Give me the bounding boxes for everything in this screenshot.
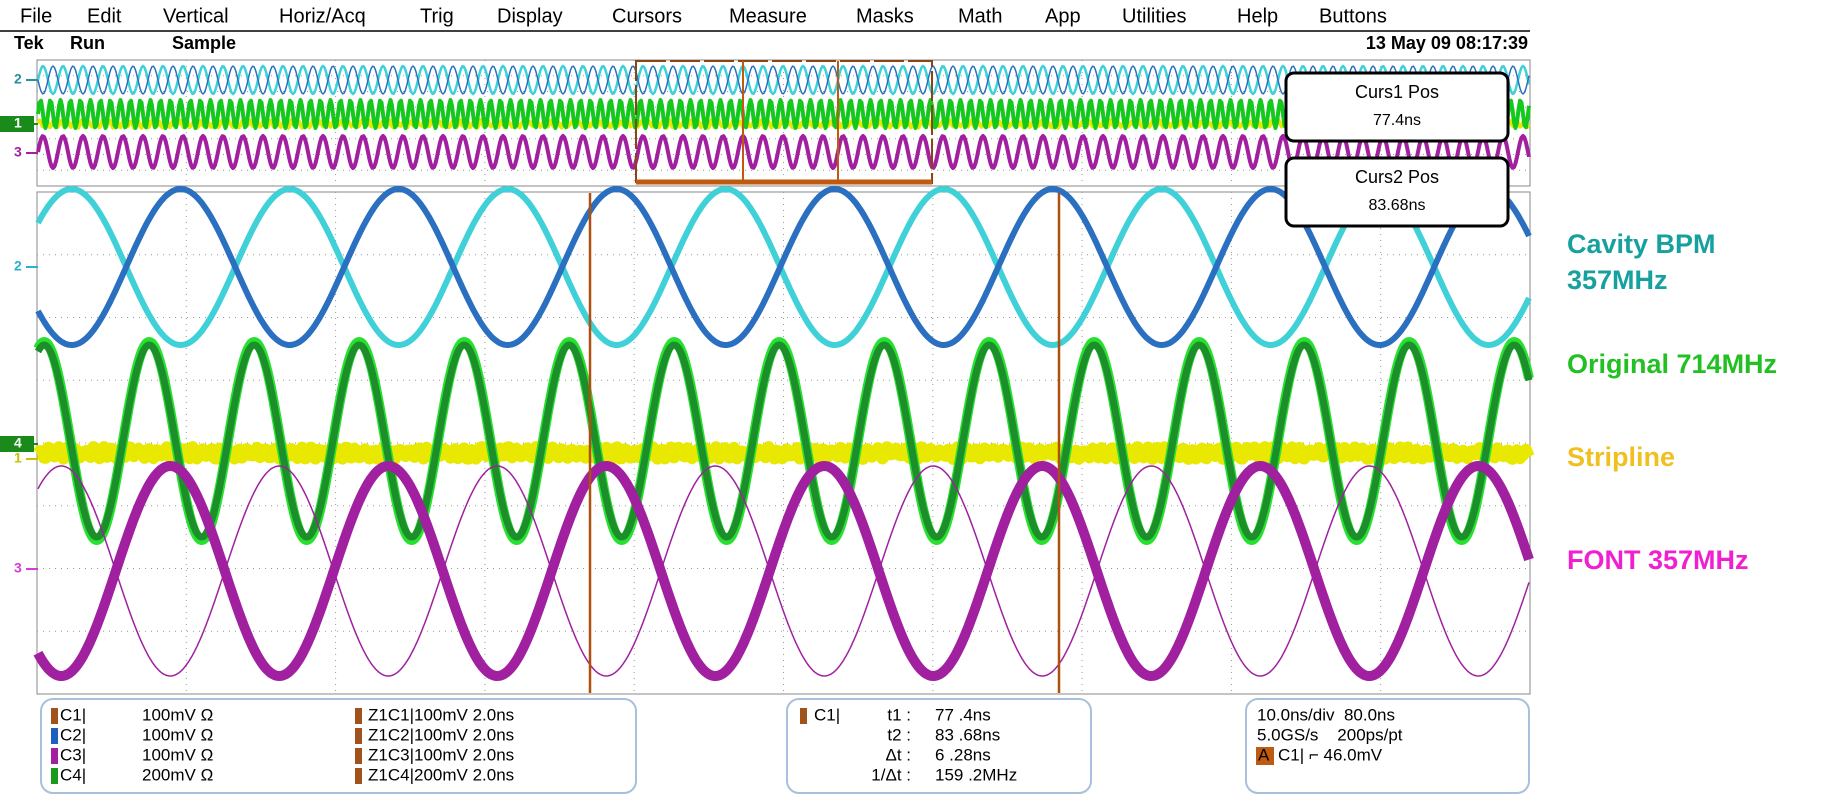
signal-label: 357MHz (1567, 265, 1668, 295)
readout-value: 83 .68ns (935, 725, 1000, 744)
channel-marker: 4 (14, 435, 22, 451)
signal-label: Stripline (1567, 442, 1675, 472)
menu-item[interactable]: Masks (856, 5, 914, 27)
channel-scale: 100mV Ω (142, 725, 213, 744)
readout-label: t2 : (887, 725, 911, 744)
trace-ch1 (38, 447, 1529, 459)
cursor-box-title: Curs2 Pos (1355, 167, 1439, 187)
menu-item[interactable]: Cursors (612, 5, 682, 27)
signal-label: FONT 357MHz (1567, 545, 1749, 575)
menu-item[interactable]: Horiz/Acq (279, 5, 366, 27)
channel-scale: 200mV Ω (142, 765, 213, 784)
zoom-setting: Z1C1|100mV 2.0ns (368, 705, 514, 724)
status-mode: Sample (172, 33, 236, 53)
cursor-box-value: 77.4ns (1373, 112, 1421, 129)
zoom-swatch (355, 748, 362, 764)
timebase-line: 5.0GS/s 200ps/pt (1257, 725, 1403, 744)
zoom-setting: Z1C2|100mV 2.0ns (368, 725, 514, 744)
channel-swatch (800, 708, 807, 724)
readout-label: 1/Δt : (871, 765, 911, 784)
trigger-source: A (1258, 745, 1270, 764)
channel-marker: 3 (14, 144, 22, 160)
menu-item[interactable]: Math (958, 5, 1002, 27)
scope-screen: File Edit Vertical Horiz/Acq Trig Display Curs… (0, 0, 1821, 795)
cursor-box-title: Curs1 Pos (1355, 82, 1439, 102)
channel-name: C1| (60, 705, 86, 724)
channel-swatch (51, 768, 58, 784)
channel-marker: 2 (14, 258, 22, 274)
trigger-setting: C1| ⌐ 46.0mV (1278, 745, 1383, 764)
cursor-box-value: 83.68ns (1369, 197, 1426, 214)
zoom-setting: Z1C3|100mV 2.0ns (368, 745, 514, 764)
channel-marker: 1 (14, 450, 22, 466)
readout-channel: C1| (814, 705, 840, 724)
zoom-setting: Z1C4|200mV 2.0ns (368, 765, 514, 784)
readout-value: 6 .28ns (935, 745, 991, 764)
readout-value: 77 .4ns (935, 705, 991, 724)
menu-item[interactable]: Utilities (1122, 5, 1186, 27)
readout-label: t1 : (887, 705, 911, 724)
readout-label: Δt : (885, 745, 911, 764)
menu-item[interactable]: Trig (420, 5, 454, 27)
channel-swatch (51, 728, 58, 744)
channel-name: C3| (60, 745, 86, 764)
readout-value: 159 .2MHz (935, 765, 1017, 784)
status-state: Run (70, 33, 105, 53)
menu-item[interactable]: Measure (729, 5, 807, 27)
signal-label: Cavity BPM (1567, 229, 1716, 259)
menu-item[interactable]: Edit (87, 5, 122, 27)
status-brand: Tek (14, 33, 45, 53)
timebase-line: 10.0ns/div 80.0ns (1257, 705, 1395, 724)
menu-item[interactable]: Vertical (163, 5, 229, 27)
menu-item[interactable]: Display (497, 5, 563, 27)
zoom-swatch (355, 708, 362, 724)
menu-item[interactable]: Help (1237, 5, 1278, 27)
channel-marker: 2 (14, 71, 22, 87)
channel-scale: 100mV Ω (142, 745, 213, 764)
channel-swatch (51, 748, 58, 764)
channel-marker: 3 (14, 560, 22, 576)
readout-panel (41, 699, 636, 793)
menu-item[interactable]: App (1045, 5, 1081, 27)
zoom-swatch (355, 728, 362, 744)
status-datetime: 13 May 09 08:17:39 (1366, 33, 1528, 53)
signal-label: Original 714MHz (1567, 349, 1777, 379)
menu-item[interactable]: File (20, 5, 52, 27)
channel-name: C2| (60, 725, 86, 744)
zoom-swatch (355, 768, 362, 784)
channel-scale: 100mV Ω (142, 705, 213, 724)
menu-item[interactable]: Buttons (1319, 5, 1387, 27)
channel-swatch (51, 708, 58, 724)
channel-marker: 1 (14, 115, 22, 131)
channel-name: C4| (60, 765, 86, 784)
